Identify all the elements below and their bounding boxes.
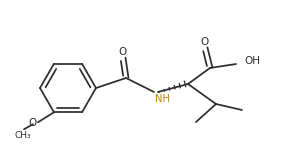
Text: NH: NH (155, 94, 170, 104)
Text: O: O (29, 118, 37, 128)
Text: CH₃: CH₃ (15, 131, 31, 140)
Text: O: O (201, 37, 209, 47)
Text: OH: OH (244, 56, 260, 66)
Text: O: O (119, 47, 127, 57)
